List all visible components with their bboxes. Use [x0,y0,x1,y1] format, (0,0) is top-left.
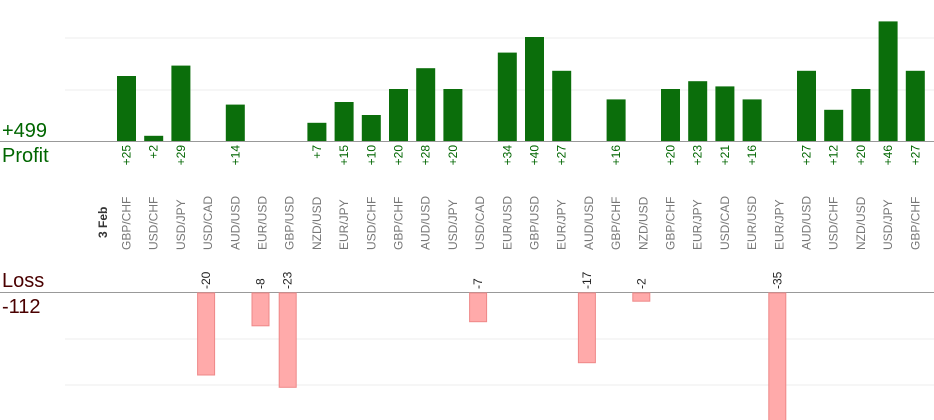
category-label: NZD/USD [854,196,868,250]
loss-value-label: -17 [580,271,594,289]
category-label: EUR/JPY [337,199,351,250]
profit-total: +499 [2,120,48,142]
profit-value-label: +29 [174,145,188,166]
profit-value-label: +46 [881,145,895,166]
loss-total: -112 [2,296,41,318]
profit-bar [497,52,517,141]
profit-value-label: +27 [800,145,814,166]
category-label: USD/CHF [364,197,378,250]
profit-bar [144,135,164,141]
profit-bar [905,70,925,141]
category-label: GBP/CHF [908,197,922,250]
loss-bar [768,292,787,420]
profit-value-label: +10 [364,145,378,166]
profit-bar [824,109,844,141]
profit-bar [307,122,327,141]
loss-value-label: -35 [770,271,784,289]
category-label: NZD/USD [310,196,324,250]
loss-bar [197,292,216,376]
category-label: EUR/USD [256,196,270,250]
category-label: AUD/USD [228,196,242,250]
profit-bar [851,89,871,141]
profit-bar [715,86,735,141]
profit-bar [552,70,572,141]
category-label: AUD/USD [800,196,814,250]
profit-value-label: +27 [908,145,922,166]
category-label: GBP/USD [528,196,542,250]
loss-bar [251,292,270,327]
profit-value-label: +27 [555,145,569,166]
profit-value-label: +15 [337,145,351,166]
loss-value-label: -20 [199,271,213,289]
category-label: NZD/USD [636,196,650,250]
category-label: USD/CHF [147,197,161,250]
category-label: EUR/USD [745,196,759,250]
profit-bar [525,37,544,141]
profit-value-label: +25 [120,145,134,166]
profit-value-label: +16 [609,145,623,166]
profit-bar [117,76,136,141]
category-label: USD/CAD [473,196,487,250]
loss-bar [577,292,596,364]
date-label: 3 Feb [96,207,110,238]
profit-value-label: +20 [854,145,868,166]
profit-bar [606,99,626,141]
loss-label: Loss [2,270,45,292]
profit-value-label: +7 [310,145,324,159]
category-label: EUR/JPY [555,199,569,250]
profit-bar [361,115,381,141]
category-label: GBP/USD [283,196,297,250]
loss-value-label: -7 [471,278,485,289]
category-label: USD/JPY [881,199,895,250]
profit-bar [688,81,708,141]
category-label: USD/JPY [446,199,460,250]
loss-bar [632,292,651,302]
profit-value-label: +21 [718,145,732,166]
profit-value-label: +23 [691,145,705,166]
profit-value-label: +14 [228,145,242,166]
profit-bar [742,99,762,141]
profit-value-label: +20 [392,145,406,166]
category-label: USD/CAD [201,196,215,250]
category-label: USD/CAD [718,196,732,250]
profit-value-label: +20 [664,145,678,166]
loss-bar [278,292,297,388]
profit-bar [225,104,245,141]
category-label: GBP/CHF [120,197,134,250]
category-label: GBP/CHF [609,197,623,250]
loss-value-label: -2 [634,278,648,289]
profit-bar [334,102,354,141]
profit-bar [878,21,898,141]
profit-value-label: +40 [528,145,542,166]
profit-value-label: +12 [827,145,841,166]
profit-bar [797,70,816,141]
category-label: EUR/USD [500,196,514,250]
category-label: GBP/CHF [392,197,406,250]
profit-value-label: +34 [500,145,514,166]
category-label: AUD/USD [582,196,596,250]
category-label: USD/JPY [174,199,188,250]
profit-bar [443,89,463,141]
loss-bar [469,292,488,323]
profit-value-label: +20 [446,145,460,166]
category-label: GBP/CHF [664,197,678,250]
loss-value-label: -23 [281,271,295,289]
profit-value-label: +16 [745,145,759,166]
loss-value-label: -8 [254,278,268,289]
profit-label: Profit [2,145,49,167]
category-label: EUR/JPY [691,199,705,250]
profit-bar [389,89,408,141]
profit-bar [661,89,680,141]
profit-bar [416,68,436,141]
profit-value-label: +2 [147,145,161,159]
category-label: AUD/USD [419,196,433,250]
profit-bar [171,65,191,141]
profit-value-label: +28 [419,145,433,166]
category-label: EUR/JPY [772,199,786,250]
category-label: USD/CHF [827,197,841,250]
